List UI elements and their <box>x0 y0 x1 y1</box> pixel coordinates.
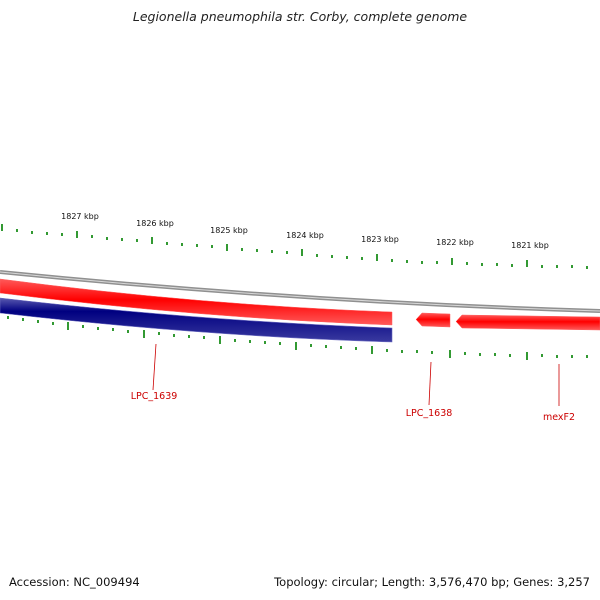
lower-tick-row <box>7 316 588 360</box>
genome-title: Legionella pneumophila str. Corby, compl… <box>132 9 468 24</box>
upper-tick-row <box>1 224 588 269</box>
scale-label-1825: 1825 kbp <box>210 226 248 235</box>
leader-line-LPC_1638 <box>428 361 432 406</box>
scale-label-1822: 1822 kbp <box>436 238 474 247</box>
gene-label-mexF2[interactable]: mexF2 <box>543 412 575 423</box>
accession-label: Accession: NC_009494 <box>9 575 140 589</box>
gene-LPC_1639-band[interactable] <box>0 297 393 343</box>
scale-label-1827: 1827 kbp <box>61 212 99 221</box>
forward-strand-segment[interactable] <box>0 278 393 326</box>
gene-mexF2-arrow[interactable] <box>455 314 600 331</box>
gene-label-LPC_1639[interactable]: LPC_1639 <box>131 391 178 402</box>
gene-LPC_1638-arrow[interactable] <box>415 312 451 328</box>
scale-label-1821: 1821 kbp <box>511 241 549 250</box>
topology-label: Topology: circular; Length: 3,576,470 bp… <box>274 575 590 589</box>
scale-label-1826: 1826 kbp <box>136 219 174 228</box>
scale-label-1824: 1824 kbp <box>286 231 324 240</box>
gene-label-LPC_1638[interactable]: LPC_1638 <box>406 408 453 419</box>
leader-line-LPC_1639 <box>152 343 157 391</box>
scale-label-1823: 1823 kbp <box>361 235 399 244</box>
